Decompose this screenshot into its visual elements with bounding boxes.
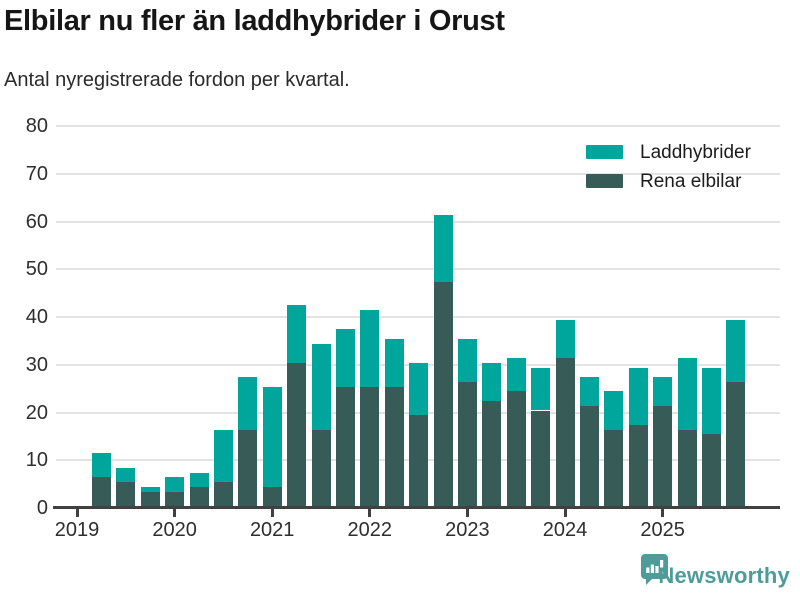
bar-segment-rena-elbilar <box>262 486 282 506</box>
bar-segment-rena-elbilar <box>628 424 648 506</box>
bar-segment-rena-elbilar <box>457 381 477 506</box>
x-axis-tick <box>173 509 177 517</box>
y-axis-label: 40 <box>25 306 48 328</box>
x-axis-tick <box>75 509 79 517</box>
y-axis-label: 50 <box>25 258 48 281</box>
y-axis-label: 20 <box>25 401 48 424</box>
bar-segment-rena-elbilar <box>555 357 575 506</box>
legend-swatch-rena-elbilar <box>586 174 623 188</box>
bar-segment-rena-elbilar <box>165 491 185 506</box>
y-axis-label: 0 <box>36 497 48 519</box>
bar-segment-laddhybrider <box>726 319 746 382</box>
bar-segment-rena-elbilar <box>213 482 233 506</box>
bar-segment-laddhybrider <box>311 343 331 430</box>
y-axis-label: 80 <box>25 115 48 137</box>
y-axis-label: 70 <box>25 162 48 185</box>
bar-segment-rena-elbilar <box>433 281 453 506</box>
chart-subtitle: Antal nyregistrerade fordon per kvartal. <box>4 69 350 91</box>
x-axis-label: 2020 <box>152 519 197 541</box>
bar-segment-rena-elbilar <box>726 381 746 506</box>
x-axis-tick <box>270 509 274 517</box>
bar-segment-rena-elbilar <box>531 410 551 506</box>
bar-segment-rena-elbilar <box>409 415 429 506</box>
bar-segment-rena-elbilar <box>116 482 136 506</box>
bar-segment-laddhybrider <box>189 472 209 487</box>
bar-segment-rena-elbilar <box>238 429 258 506</box>
bar-segment-laddhybrider <box>116 467 136 483</box>
bar-segment-rena-elbilar <box>335 386 355 506</box>
chart-title: Elbilar nu fler än laddhybrider i Orust <box>4 5 505 37</box>
x-axis-tick <box>368 509 372 517</box>
bar-segment-laddhybrider <box>287 305 307 363</box>
bar-segment-rena-elbilar <box>311 429 331 506</box>
bar-segment-rena-elbilar <box>91 477 111 506</box>
legend-label: Rena elbilar <box>640 171 742 192</box>
gridline-y-70 <box>56 172 780 175</box>
y-axis-label: 30 <box>25 353 48 376</box>
x-axis-label: 2024 <box>542 519 588 541</box>
x-axis-line <box>53 506 780 509</box>
bar-segment-rena-elbilar <box>287 362 307 506</box>
bar-segment-laddhybrider <box>628 367 648 425</box>
bar-segment-laddhybrider <box>360 310 380 387</box>
bar-segment-laddhybrider <box>457 338 477 382</box>
x-axis-label: 2019 <box>54 519 100 541</box>
brand-name: Newsworthy <box>658 563 790 588</box>
bar-segment-laddhybrider <box>653 377 673 406</box>
bar-segment-laddhybrider <box>165 477 185 492</box>
bar-segment-laddhybrider <box>677 357 697 430</box>
bar-segment-laddhybrider <box>213 429 233 483</box>
bar-segment-laddhybrider <box>555 319 575 358</box>
gridline-y-60 <box>56 220 780 223</box>
bar-segment-laddhybrider <box>433 214 453 282</box>
bar-segment-rena-elbilar <box>579 405 599 506</box>
bar-segment-laddhybrider <box>238 377 258 430</box>
x-axis-label: 2021 <box>249 519 295 541</box>
bar-segment-rena-elbilar <box>482 400 502 506</box>
bar-segment-rena-elbilar <box>384 386 404 506</box>
bar-segment-laddhybrider <box>579 377 599 406</box>
bar-segment-rena-elbilar <box>506 391 526 506</box>
bar-segment-rena-elbilar <box>140 491 160 506</box>
x-axis-tick <box>563 509 567 517</box>
bar-segment-laddhybrider <box>506 357 526 392</box>
x-axis-label: 2022 <box>347 519 393 541</box>
bar-segment-laddhybrider <box>140 486 160 492</box>
gridline-y-80 <box>56 125 780 127</box>
x-axis-label: 2025 <box>640 519 685 541</box>
bar-segment-laddhybrider <box>531 367 551 411</box>
x-axis-tick <box>661 509 665 517</box>
bar-segment-laddhybrider <box>482 362 502 401</box>
bar-segment-laddhybrider <box>91 453 111 478</box>
legend-swatch-laddhybrider <box>586 145 623 159</box>
bar-segment-rena-elbilar <box>189 486 209 506</box>
newsworthy-logo-icon <box>640 553 669 591</box>
bar-segment-rena-elbilar <box>677 429 697 506</box>
bar-segment-laddhybrider <box>335 329 355 387</box>
gridline-y-40 <box>56 316 780 318</box>
bar-segment-rena-elbilar <box>701 434 721 506</box>
x-axis-tick <box>465 509 469 517</box>
bar-segment-rena-elbilar <box>604 429 624 506</box>
bar-segment-laddhybrider <box>262 386 282 487</box>
bar-segment-rena-elbilar <box>653 405 673 506</box>
bar-segment-laddhybrider <box>701 367 721 435</box>
bar-segment-rena-elbilar <box>360 386 380 506</box>
x-axis-label: 2023 <box>445 519 490 541</box>
y-axis-label: 10 <box>25 449 48 472</box>
legend-label: Laddhybrider <box>640 142 751 163</box>
bar-segment-laddhybrider <box>409 362 429 416</box>
y-axis-label: 60 <box>25 210 48 233</box>
bar-segment-laddhybrider <box>604 391 624 430</box>
bar-segment-laddhybrider <box>384 338 404 387</box>
gridline-y-50 <box>56 268 780 271</box>
